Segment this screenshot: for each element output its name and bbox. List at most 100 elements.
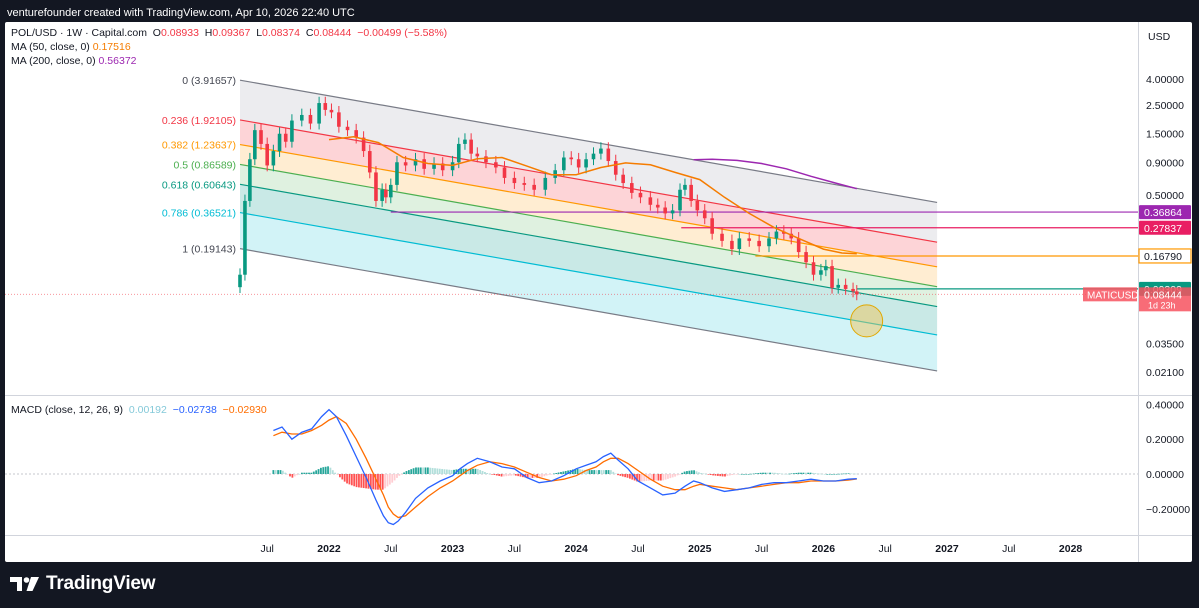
price-candle: [606, 148, 611, 162]
macd-histogram-bar: [740, 474, 743, 475]
macd-histogram-bar: [374, 474, 377, 490]
fib-line-0[interactable]: [239, 79, 938, 204]
macd-histogram-bar: [671, 474, 674, 478]
ma50-line: [328, 136, 857, 255]
fib-line-0.618[interactable]: [239, 183, 938, 308]
macd-histogram-bar: [398, 474, 401, 476]
chart-svg[interactable]: 0 (3.91657) 0.236 (1.92105) 0.382 (1.23637…: [5, 22, 1192, 562]
fib-band-0.236: [240, 119, 938, 267]
macd-histogram-bar: [681, 472, 684, 474]
price-candle: [757, 240, 761, 247]
price-candle: [345, 126, 350, 131]
time-axis-tick-label: 2023: [441, 543, 465, 555]
legend-macd-hist: 0.00192: [128, 404, 167, 416]
fib-line-1[interactable]: [239, 248, 938, 372]
macd-histogram-bar: [804, 472, 807, 474]
macd-histogram-bar: [274, 470, 277, 474]
macd-histogram-bar: [348, 474, 351, 485]
macd-histogram-bar: [788, 473, 791, 475]
level-tag-text: 0.27837: [1144, 223, 1182, 235]
macd-histogram-bar: [800, 472, 802, 474]
price-candle: [683, 184, 687, 190]
price-candle: [599, 148, 603, 154]
macd-histogram-bar: [657, 474, 660, 481]
fib-line-0.382[interactable]: [239, 143, 938, 268]
macd-axis-tick-label: 0.20000: [1146, 434, 1184, 446]
fib-line-0.786[interactable]: [239, 212, 938, 336]
current-price-countdown: 1d 23h: [1148, 300, 1176, 310]
macd-histogram-bar: [662, 474, 665, 481]
legend-macd[interactable]: MACD (close, 12, 26, 9) 0.00192 −0.02738…: [11, 404, 267, 417]
legend-ma50[interactable]: MA (50, close, 0) 0.17516: [11, 41, 131, 54]
legend-low-value: 0.08374: [262, 27, 300, 39]
price-candle: [562, 157, 566, 171]
macd-histogram-bar: [317, 469, 320, 474]
macd-histogram-bar: [372, 474, 375, 490]
macd-histogram-bar: [272, 470, 275, 474]
target-zone-ellipse[interactable]: [850, 304, 884, 338]
moving-averages: [328, 136, 857, 255]
macd-histogram-bar: [491, 474, 493, 475]
macd-histogram-bar: [728, 474, 731, 476]
macd-histogram-bar: [738, 474, 741, 475]
level-tag[interactable]: 0.36864: [1139, 205, 1191, 220]
price-candle: [469, 139, 473, 154]
price-candle: [450, 162, 455, 171]
macd-histogram-bar: [828, 474, 831, 475]
legend-ma200[interactable]: MA (200, close, 0) 0.56372: [11, 55, 137, 68]
price-candle: [354, 130, 358, 138]
price-candle: [494, 162, 498, 168]
macd-histogram-bar: [790, 473, 793, 475]
price-candle: [413, 159, 418, 166]
macd-histogram-bar: [807, 472, 810, 474]
legend-change: −0.00499 (−5.58%): [357, 27, 448, 39]
macd-histogram-bar: [503, 474, 505, 477]
legend-symbol[interactable]: POL/USD · 1W · Capital.com: [11, 27, 147, 39]
macd-histogram-bar: [505, 474, 508, 477]
macd-histogram-bar: [424, 467, 427, 474]
symbol-tag-box[interactable]: [1083, 287, 1137, 302]
macd-histogram-bar: [700, 472, 703, 474]
macd-histogram-bar: [315, 470, 318, 474]
macd-histogram-bar: [415, 467, 417, 474]
macd-histogram-bar: [629, 474, 631, 479]
macd-histogram-bar: [339, 474, 341, 478]
price-candle: [512, 177, 517, 184]
current-price-tag-box[interactable]: [1139, 287, 1191, 312]
fib-channel[interactable]: 0 (3.91657) 0.236 (1.92105) 0.382 (1.23637…: [162, 75, 938, 372]
macd-histogram-bar: [545, 474, 548, 476]
macd-histogram-bar: [719, 474, 722, 477]
brand-footer: TradingView: [10, 572, 156, 596]
macd-histogram-bar: [324, 466, 327, 474]
price-candle: [502, 167, 507, 178]
macd-histogram-bar: [391, 474, 394, 483]
macd-histogram-bar: [557, 472, 560, 474]
macd-histogram-bar: [529, 474, 531, 478]
macd-histogram-bar: [362, 474, 365, 489]
macd-histogram-bar: [543, 474, 546, 477]
macd-histogram-bar: [329, 467, 332, 474]
macd-histogram-bar: [467, 468, 470, 474]
price-candle: [388, 184, 393, 198]
macd-histogram-bar: [588, 470, 591, 474]
macd-histogram-bar: [431, 467, 434, 474]
price-candle: [317, 103, 321, 124]
macd-histogram-bar: [778, 473, 781, 474]
time-axis-tick-label: 2026: [812, 543, 836, 555]
axes[interactable]: USD 4.00000 2.50000 1.50000 0.90000 0.50000 0.…: [260, 31, 1192, 555]
time-axis-tick-label: 2027: [935, 543, 959, 555]
chart-panel[interactable]: 0 (3.91657) 0.236 (1.92105) 0.382 (1.23637…: [5, 22, 1192, 562]
macd-histogram-bar: [341, 474, 344, 480]
macd-histogram-bar: [764, 472, 767, 474]
level-tag[interactable]: 0.27837: [1139, 220, 1191, 235]
annotations[interactable]: [850, 304, 884, 338]
macd-histogram-bar: [664, 474, 667, 480]
price-candle: [851, 288, 855, 292]
price-candle: [854, 291, 859, 295]
macd-histogram-bar: [766, 472, 769, 474]
macd-histogram-bar: [850, 473, 852, 475]
level-tag-box: [1138, 248, 1192, 264]
macd-histogram-bar: [819, 473, 821, 475]
macd-histogram-bar: [336, 474, 339, 476]
